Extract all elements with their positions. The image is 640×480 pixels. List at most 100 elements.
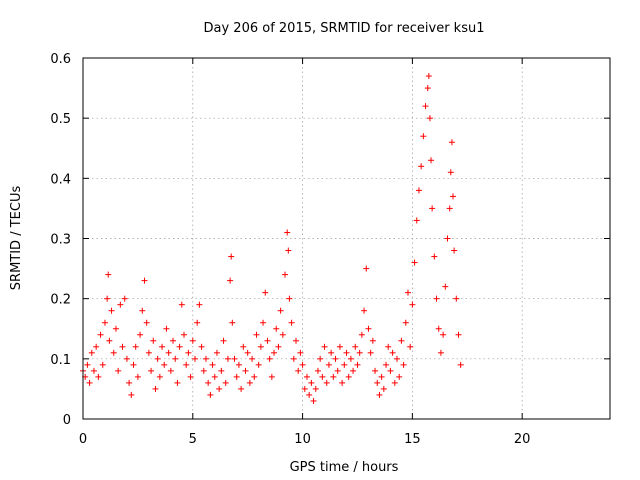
data-point <box>209 361 216 368</box>
data-point <box>161 361 168 368</box>
data-point <box>242 367 249 374</box>
data-point <box>170 337 177 344</box>
data-point <box>104 295 111 302</box>
data-point <box>253 331 260 338</box>
data-point <box>306 391 313 398</box>
data-point <box>361 307 368 314</box>
data-point <box>415 187 422 194</box>
data-point <box>310 397 317 404</box>
data-point <box>257 343 264 350</box>
data-point <box>95 373 102 380</box>
data-point <box>404 289 411 296</box>
data-point <box>418 163 425 170</box>
data-point <box>345 373 352 380</box>
data-point <box>420 133 427 140</box>
data-point <box>139 307 146 314</box>
data-point <box>426 115 433 122</box>
data-point <box>262 289 269 296</box>
data-point <box>400 361 407 368</box>
data-point <box>110 349 117 356</box>
data-point <box>433 295 440 302</box>
data-point <box>282 271 289 278</box>
data-point <box>363 265 370 272</box>
chart-title: Day 206 of 2015, SRMTID for receiver ksu… <box>204 21 485 36</box>
data-point <box>290 355 297 362</box>
data-point <box>143 319 150 326</box>
data-point <box>200 367 207 374</box>
data-point <box>255 361 262 368</box>
data-point <box>88 349 95 356</box>
data-point <box>367 349 374 356</box>
data-point <box>227 277 234 284</box>
data-point <box>148 367 155 374</box>
data-point <box>84 361 91 368</box>
y-tick-label: 0.6 <box>50 52 71 67</box>
data-point <box>317 355 324 362</box>
data-point <box>442 283 449 290</box>
data-point <box>266 355 273 362</box>
data-point <box>183 361 190 368</box>
data-point <box>429 205 436 212</box>
data-point <box>279 331 286 338</box>
data-point <box>292 337 299 344</box>
data-point <box>211 373 218 380</box>
data-point <box>189 337 196 344</box>
data-point <box>194 319 201 326</box>
data-point <box>350 367 357 374</box>
data-point <box>101 319 108 326</box>
data-point <box>319 373 326 380</box>
data-point <box>299 361 306 368</box>
data-point <box>451 247 458 254</box>
y-tick-label: 0.2 <box>50 293 71 308</box>
data-point <box>218 367 225 374</box>
data-point <box>407 343 414 350</box>
data-point <box>303 373 310 380</box>
data-point <box>187 373 194 380</box>
data-point <box>435 325 442 332</box>
data-point <box>301 385 308 392</box>
data-point <box>106 337 113 344</box>
data-point <box>328 349 335 356</box>
data-point <box>277 307 284 314</box>
data-point <box>396 373 403 380</box>
data-point <box>134 373 141 380</box>
data-point <box>394 355 401 362</box>
data-point <box>374 379 381 386</box>
data-point <box>126 379 133 386</box>
data-point <box>181 331 188 338</box>
data-point <box>391 379 398 386</box>
y-tick-label: 0 <box>63 413 71 428</box>
data-point <box>455 331 462 338</box>
data-point <box>453 295 460 302</box>
data-point <box>389 349 396 356</box>
data-point <box>112 325 119 332</box>
data-point <box>288 319 295 326</box>
data-point <box>150 337 157 344</box>
data-point <box>297 349 304 356</box>
data-point <box>334 367 341 374</box>
data-point <box>356 349 363 356</box>
data-point <box>224 355 231 362</box>
data-point <box>228 253 235 260</box>
data-point <box>156 373 163 380</box>
data-point <box>216 385 223 392</box>
data-point <box>422 103 429 110</box>
data-point <box>448 139 455 146</box>
data-point <box>383 361 390 368</box>
x-tick-label: 0 <box>79 432 87 447</box>
data-point <box>446 205 453 212</box>
data-point <box>90 367 97 374</box>
data-point <box>152 385 159 392</box>
data-point <box>339 379 346 386</box>
data-point <box>358 331 365 338</box>
data-point <box>86 379 93 386</box>
data-point <box>387 367 394 374</box>
y-tick-label: 0.1 <box>50 353 71 368</box>
data-point <box>123 355 130 362</box>
data-point <box>108 307 115 314</box>
data-point <box>174 379 181 386</box>
data-point <box>99 361 106 368</box>
data-point <box>178 301 185 308</box>
data-point <box>141 277 148 284</box>
